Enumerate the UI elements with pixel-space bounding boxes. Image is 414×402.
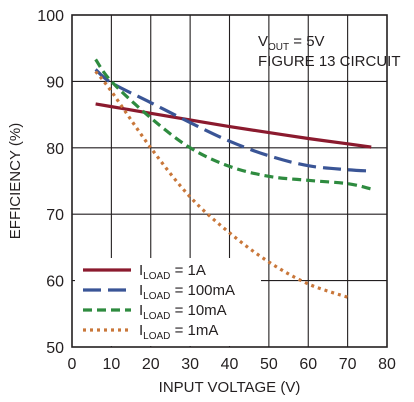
x-tick-label: 10	[102, 356, 120, 373]
series-line	[94, 68, 372, 173]
y-tick-label: 80	[46, 141, 64, 158]
y-tick-label: 50	[46, 340, 64, 357]
series-line	[94, 58, 372, 191]
legend-label: ILOAD = 10mA	[139, 302, 227, 322]
figure-annotation: FIGURE 13 CIRCUIT	[258, 53, 401, 70]
legend-label: ILOAD = 1A	[139, 262, 206, 282]
x-axis-label: INPUT VOLTAGE (V)	[159, 379, 301, 396]
x-tick-label: 20	[142, 356, 160, 373]
y-tick-label: 100	[37, 8, 64, 25]
x-tick-label: 40	[221, 356, 239, 373]
x-tick-label: 30	[181, 356, 199, 373]
tick-labels: 0 10 20 30 40 50 60 70 80 50 60 70 80 90 100	[37, 8, 396, 373]
series-line	[94, 70, 349, 299]
x-tick-label: 50	[260, 356, 278, 373]
series-line	[95, 102, 372, 149]
y-tick-label: 70	[46, 207, 64, 224]
vout-annotation: VOUT = 5V	[258, 33, 325, 53]
y-axis-label: EFFICIENCY (%)	[7, 123, 24, 239]
legend-label: ILOAD = 100mA	[139, 282, 235, 302]
x-tick-label: 0	[68, 356, 77, 373]
x-tick-label: 80	[378, 356, 396, 373]
y-tick-label: 60	[46, 274, 64, 291]
legend-label: ILOAD = 1mA	[139, 322, 218, 342]
x-tick-label: 60	[299, 356, 317, 373]
plot-frame	[71, 14, 388, 348]
series-lines	[94, 58, 372, 299]
x-tick-label: 70	[339, 356, 357, 373]
circuit-annotation: VOUT = 5V FIGURE 13 CIRCUIT	[258, 33, 401, 70]
y-tick-label: 90	[46, 74, 64, 91]
